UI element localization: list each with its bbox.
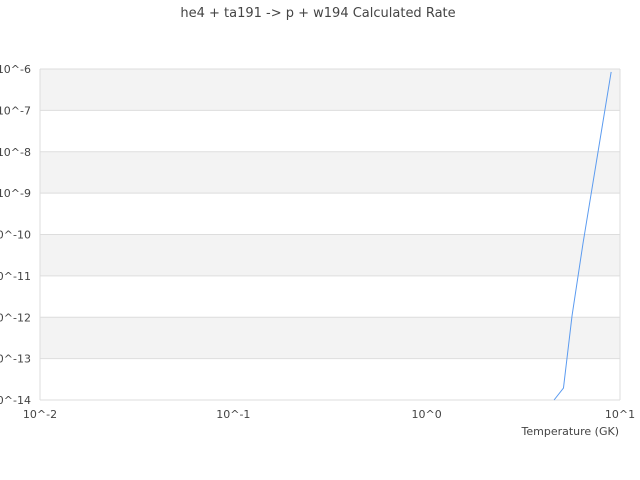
y-tick-label: 10^-11 xyxy=(0,270,31,283)
grid-band xyxy=(40,69,620,111)
x-tick-label: 10^-2 xyxy=(23,408,57,421)
y-tick-label: 10^-7 xyxy=(0,104,31,117)
y-tick-label: 10^-9 xyxy=(0,187,31,200)
chart-title: he4 + ta191 -> p + w194 Calculated Rate xyxy=(180,6,455,21)
y-tick-label: 10^-13 xyxy=(0,353,31,366)
y-tick-label: 10^-12 xyxy=(0,311,31,324)
x-axis-label: Temperature (GK) xyxy=(521,425,620,438)
grid-band xyxy=(40,234,620,276)
x-tick-label: 10^1 xyxy=(605,408,635,421)
grid-band xyxy=(40,151,620,194)
grid-band xyxy=(40,317,620,359)
y-tick-label: 10^-6 xyxy=(0,63,31,76)
x-tick-label: 10^-1 xyxy=(216,408,250,421)
y-tick-label: 10^-14 xyxy=(0,394,31,407)
x-tick-label: 10^0 xyxy=(412,408,442,421)
series-line xyxy=(553,71,612,401)
y-tick-label: 10^-8 xyxy=(0,146,31,159)
y-tick-label: 10^-10 xyxy=(0,229,31,242)
